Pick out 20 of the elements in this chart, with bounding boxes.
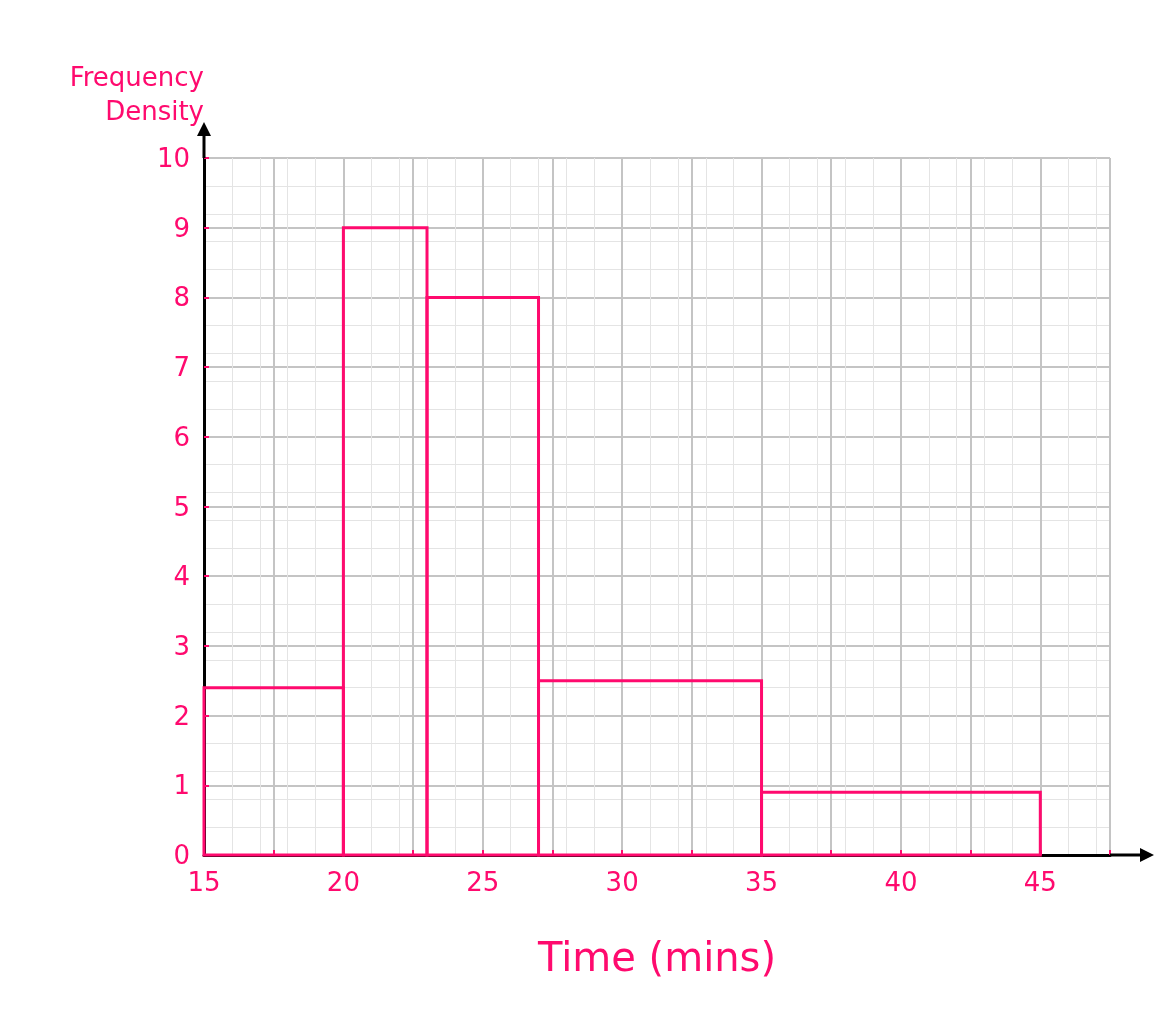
y-tick-label: 5 xyxy=(173,491,190,522)
y-tick-label: 0 xyxy=(173,840,190,870)
y-tick-label: 7 xyxy=(173,352,190,383)
y-tick-label: 3 xyxy=(173,630,190,661)
x-axis-title: Time (mins) xyxy=(536,934,777,980)
y-tick-label: 1 xyxy=(173,770,190,801)
x-tick-label: 35 xyxy=(744,867,779,897)
y-tick-label: 9 xyxy=(173,212,190,243)
y-tick-label: 4 xyxy=(173,561,190,592)
y-tick-label: 8 xyxy=(173,282,190,313)
y-tick-label: 6 xyxy=(173,421,190,452)
x-tick-label: 25 xyxy=(466,867,500,897)
x-tick-label: 40 xyxy=(884,867,918,897)
x-tick-label: 15 xyxy=(187,867,221,897)
y-tick-label: 2 xyxy=(173,700,190,731)
x-tick-label: 45 xyxy=(1023,867,1057,897)
x-tick-label: 20 xyxy=(326,867,360,897)
x-tick-label: 30 xyxy=(605,867,639,897)
y-tick-label: 10 xyxy=(156,143,190,173)
y-axis-title: Frequency Density xyxy=(69,62,204,126)
